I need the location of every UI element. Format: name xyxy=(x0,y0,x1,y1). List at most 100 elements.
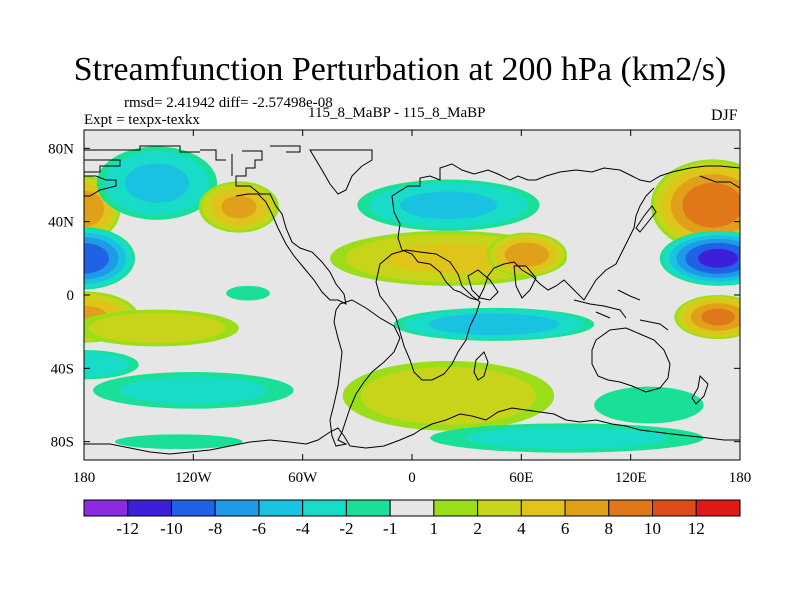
colorbar-swatch xyxy=(695,499,741,517)
coastline-arctic xyxy=(84,145,301,173)
contour-feature-9 xyxy=(226,285,270,301)
contour-band xyxy=(701,308,735,326)
colorbar-label: -1 xyxy=(383,519,397,538)
x-tick-label: 120E xyxy=(615,470,647,486)
coastline-europe xyxy=(391,163,740,197)
colorbar-label: 10 xyxy=(644,519,661,538)
colorbar-swatch xyxy=(345,499,391,517)
colorbar-swatch xyxy=(127,499,172,517)
colorbar-label: 4 xyxy=(517,519,526,538)
x-tick-label: 180 xyxy=(729,470,752,486)
case-label: 115_8_MaBP - 115_8_MaBP xyxy=(308,105,486,121)
colorbar-label: 2 xyxy=(473,519,482,538)
colorbar-swatch xyxy=(170,499,216,517)
colorbar-swatch xyxy=(214,499,260,517)
axes: 180 120W 60W 0 60E 120E 180 80N 40N 0 40S 80S xyxy=(48,130,751,486)
contour-feature-13 xyxy=(393,307,595,341)
colorbar-swatch xyxy=(302,499,347,517)
coastline-hudson xyxy=(200,149,233,176)
contour-band xyxy=(682,182,740,228)
x-tick-label: 180 xyxy=(73,470,96,486)
coastline-weddell xyxy=(349,429,421,449)
contour-feature-18 xyxy=(659,230,740,286)
y-tick-label: 0 xyxy=(67,288,75,304)
coastline-north-america xyxy=(235,150,347,305)
contour-feature-8 xyxy=(114,434,243,449)
colorbar-swatch xyxy=(477,499,522,517)
colorbar-swatch xyxy=(608,499,654,517)
contour-band xyxy=(698,248,739,268)
contour-feature-19 xyxy=(674,295,740,339)
coastline-indonesia xyxy=(573,289,669,331)
colorbar-label: -4 xyxy=(296,519,311,538)
contour-band xyxy=(504,242,549,267)
contour-feature-12 xyxy=(486,232,567,277)
contour-feature-1 xyxy=(84,227,136,290)
contour-field xyxy=(84,130,740,460)
contour-band xyxy=(465,427,668,449)
y-tick-label: 40S xyxy=(51,361,74,377)
colorbar-label: -2 xyxy=(339,519,353,538)
colorbar-label: 8 xyxy=(605,519,614,538)
x-tick-label: 0 xyxy=(408,470,416,486)
coastline-africa xyxy=(375,249,481,381)
coastline-australia xyxy=(591,327,671,393)
colorbar-swatch xyxy=(433,499,479,517)
contour-band xyxy=(84,243,109,274)
contour-feature-14 xyxy=(342,361,555,431)
coastline-madagascar xyxy=(473,351,489,381)
contour-band xyxy=(124,163,190,203)
contour-band xyxy=(84,190,105,228)
contour-band xyxy=(428,313,560,336)
contour-band xyxy=(221,195,257,219)
chart-title: Streamfunction Perturbation at 200 hPa (… xyxy=(73,51,727,88)
contour-band xyxy=(385,243,512,274)
coastline-greenland xyxy=(309,149,373,195)
coastline-south-america xyxy=(329,299,401,447)
contour-band xyxy=(360,366,537,425)
x-tick-label: 60E xyxy=(509,470,533,486)
x-tick-label: 60W xyxy=(288,470,318,486)
colorbar-swatch xyxy=(83,499,129,517)
contour-band xyxy=(226,285,270,301)
colorbar: -12 -10 -8 -6 -4 -2 -1 1 2 4 6 8 10 12 xyxy=(83,499,741,538)
contour-feature-6 xyxy=(84,309,239,347)
y-tick-label: 80N xyxy=(48,141,74,157)
colorbar-swatch xyxy=(652,499,697,517)
contour-band xyxy=(119,376,268,404)
contour-band xyxy=(114,434,243,449)
colorbar-swatch xyxy=(520,499,566,517)
coastlines xyxy=(84,145,740,455)
colorbar-label: 12 xyxy=(688,519,705,538)
stats-label: rmsd= 2.41942 diff= -2.57498e-08 xyxy=(124,95,333,111)
contour-feature-16 xyxy=(594,386,704,424)
coastline-antarctica xyxy=(84,407,740,455)
contour-band xyxy=(84,352,130,377)
coastline-arabia xyxy=(467,269,499,301)
contour-feature-5 xyxy=(198,181,279,233)
y-tick-label: 80S xyxy=(51,435,74,451)
colorbar-label: 1 xyxy=(430,519,439,538)
contour-band xyxy=(88,312,225,344)
x-tick-label: 120W xyxy=(175,470,213,486)
contour-feature-17 xyxy=(650,159,740,251)
colorbar-swatch xyxy=(258,499,304,517)
colorbar-label: -8 xyxy=(208,519,222,538)
colorbar-swatch xyxy=(564,499,610,517)
colorbar-label: -10 xyxy=(160,519,183,538)
experiment-label: Expt = texpx-texkx xyxy=(84,112,200,128)
contour-feature-10 xyxy=(357,179,540,231)
colorbar-swatch xyxy=(389,499,435,517)
contour-feature-3 xyxy=(84,350,139,380)
coastline-europe-south xyxy=(391,195,479,301)
contour-feature-15 xyxy=(430,423,704,453)
coastline-asia-south xyxy=(477,187,655,301)
contour-band xyxy=(594,386,704,424)
coastline-new-zealand xyxy=(691,374,709,405)
contour-feature-4 xyxy=(96,146,218,220)
coastline-japan xyxy=(635,205,657,233)
contour-band xyxy=(399,191,498,219)
colorbar-label: -12 xyxy=(116,519,139,538)
